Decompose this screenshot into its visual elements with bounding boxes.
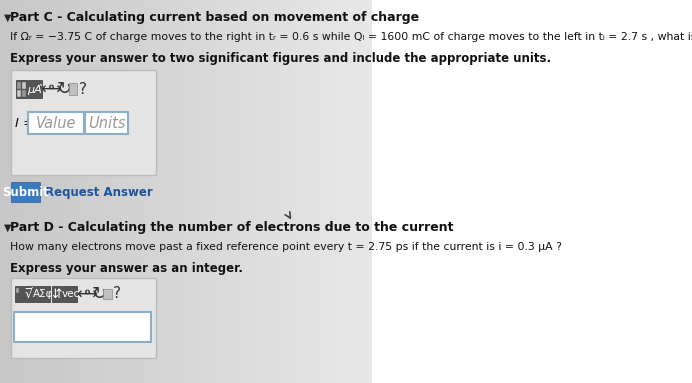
Text: vec: vec: [62, 289, 80, 299]
Text: Units: Units: [88, 116, 126, 131]
Text: ΑΣφ: ΑΣφ: [33, 289, 53, 299]
Text: ?: ?: [113, 286, 121, 301]
Text: ▼: ▼: [3, 13, 11, 23]
Text: √̅: √̅: [25, 288, 33, 301]
Bar: [24, 286, 35, 302]
Text: Express your answer to two significant figures and include the appropriate units: Express your answer to two significant f…: [10, 52, 551, 65]
Text: Value: Value: [36, 116, 76, 131]
Text: ↪: ↪: [84, 285, 98, 303]
Bar: [64, 286, 78, 302]
Bar: [22, 82, 26, 89]
Bar: [28, 80, 42, 98]
Bar: [69, 83, 78, 95]
Bar: [17, 82, 21, 89]
Text: ↩: ↩: [40, 80, 54, 98]
Bar: [15, 286, 23, 302]
Text: ↻: ↻: [56, 80, 71, 98]
Text: ↩: ↩: [76, 285, 90, 303]
Bar: [17, 90, 21, 97]
Bar: [22, 90, 26, 97]
Bar: [11, 278, 156, 358]
Text: Submit: Submit: [2, 185, 48, 198]
Bar: [14, 312, 152, 342]
Text: If Ωᵣ = −3.75 C of charge moves to the right in tᵣ = 0.6 s while Qₗ = 1600 mC of: If Ωᵣ = −3.75 C of charge moves to the r…: [10, 32, 692, 42]
Text: I =: I =: [15, 116, 35, 129]
Bar: [28, 112, 84, 134]
Bar: [16, 80, 27, 98]
Text: Request Answer: Request Answer: [45, 185, 153, 198]
Text: ↪: ↪: [48, 80, 62, 98]
Text: Express your answer as an integer.: Express your answer as an integer.: [10, 262, 243, 275]
Text: Part C - Calculating current based on movement of charge: Part C - Calculating current based on mo…: [10, 11, 419, 24]
Bar: [16, 288, 19, 293]
Bar: [11, 70, 156, 175]
Bar: [103, 289, 111, 299]
Text: Part D - Calculating the number of electrons due to the current: Part D - Calculating the number of elect…: [10, 221, 453, 234]
Text: μÂ: μÂ: [28, 83, 42, 95]
Bar: [52, 286, 62, 302]
Bar: [11, 182, 39, 202]
Text: ↻: ↻: [92, 285, 107, 303]
Bar: [85, 112, 129, 134]
Text: ⇵: ⇵: [52, 288, 62, 301]
Text: ▼: ▼: [3, 223, 11, 233]
Bar: [35, 286, 51, 302]
Text: ?: ?: [79, 82, 86, 97]
Text: How many electrons move past a fixed reference point every t = 2.75 ps if the cu: How many electrons move past a fixed ref…: [10, 242, 561, 252]
